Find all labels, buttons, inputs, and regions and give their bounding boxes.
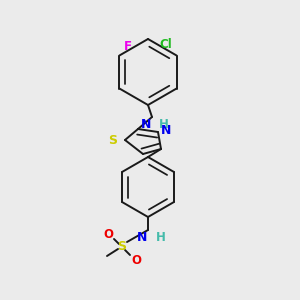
Text: Cl: Cl [160,38,172,50]
Text: H: H [159,118,169,131]
Text: N: N [161,124,171,137]
Text: S: S [118,241,127,254]
Text: N: N [136,231,147,244]
Text: N: N [141,118,151,131]
Text: F: F [123,40,131,52]
Text: O: O [131,254,141,266]
Text: H: H [156,231,166,244]
Text: O: O [103,227,113,241]
Text: S: S [108,134,117,146]
